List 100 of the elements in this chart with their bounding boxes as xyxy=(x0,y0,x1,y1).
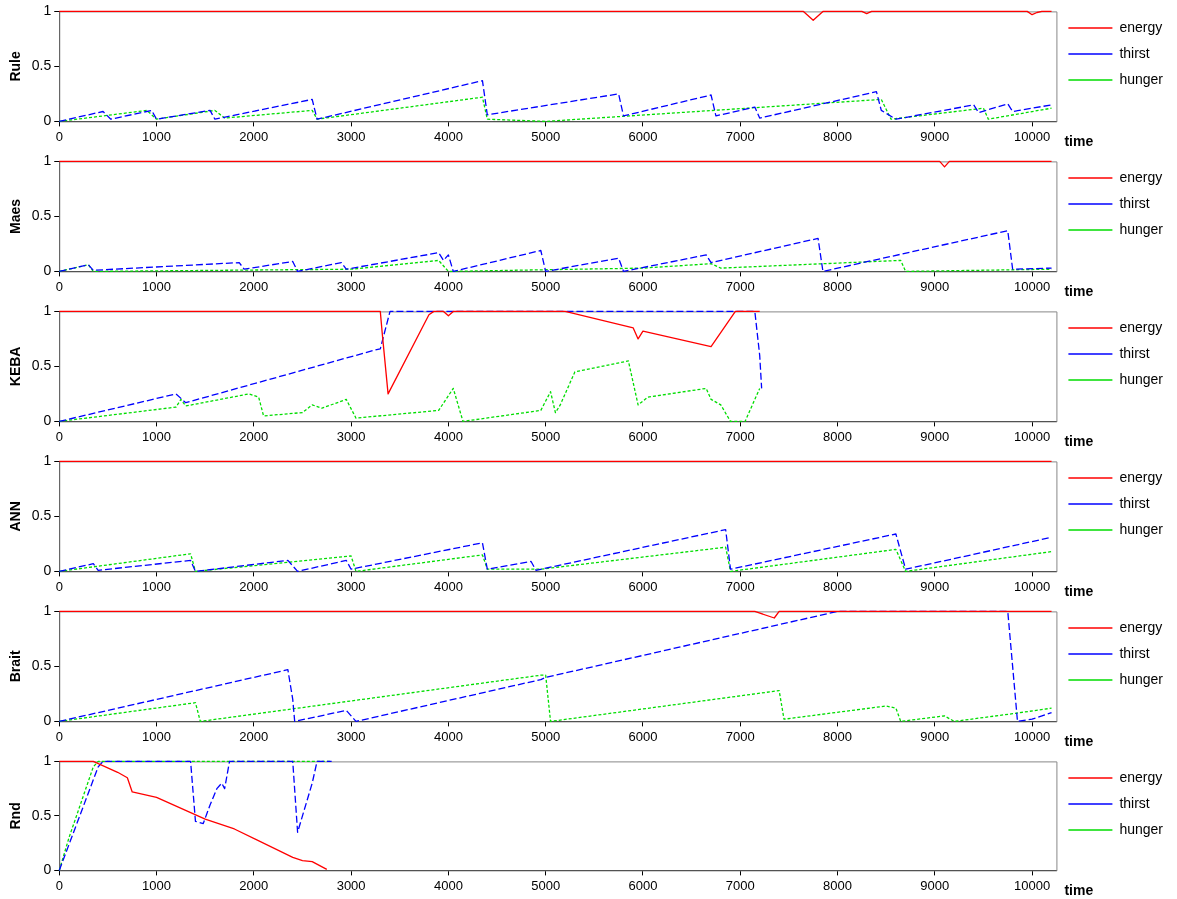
x-tick-label: 6000 xyxy=(628,278,658,294)
x-tick-label: 5000 xyxy=(531,278,561,294)
x-tick-label: 9000 xyxy=(920,428,950,444)
x-tick-label: 9000 xyxy=(920,728,950,744)
x-tick-label: 1000 xyxy=(142,278,172,294)
x-tick-label: 6000 xyxy=(628,578,658,594)
legend-label: hunger xyxy=(1119,520,1164,537)
legend-label: thirst xyxy=(1119,344,1150,361)
x-tick-label: 10000 xyxy=(1014,278,1051,294)
x-tick-label: 8000 xyxy=(823,128,852,144)
y-tick-label: 0.5 xyxy=(31,207,52,224)
x-tick-label: 10000 xyxy=(1014,128,1051,144)
x-tick-label: 8000 xyxy=(823,728,852,744)
y-axis-title: Maes xyxy=(7,198,24,234)
x-tick-label: 7000 xyxy=(725,578,755,594)
x-tick-label: 6000 xyxy=(628,128,658,144)
legend-label: hunger xyxy=(1119,670,1164,687)
x-tick-label: 7000 xyxy=(725,428,755,444)
x-tick-label: 9000 xyxy=(920,128,950,144)
y-tick-label: 1 xyxy=(43,752,52,769)
x-axis-title: time xyxy=(1064,133,1094,150)
x-tick-label: 7000 xyxy=(725,278,755,294)
x-tick-label: 10000 xyxy=(1014,877,1051,893)
x-tick-label: 9000 xyxy=(920,877,950,893)
legend-label: energy xyxy=(1119,168,1163,185)
y-tick-label: 0.5 xyxy=(31,57,52,74)
legend-label: hunger xyxy=(1119,370,1164,387)
x-tick-label: 4000 xyxy=(433,728,463,744)
x-tick-label: 3000 xyxy=(336,278,366,294)
legend-label: hunger xyxy=(1119,70,1164,87)
x-tick-label: 4000 xyxy=(433,428,463,444)
x-tick-label: 10000 xyxy=(1014,728,1051,744)
x-tick-label: 0 xyxy=(55,578,63,594)
x-tick-label: 7000 xyxy=(725,128,755,144)
legend-label: energy xyxy=(1119,18,1163,35)
x-tick-label: 2000 xyxy=(239,128,269,144)
y-tick-label: 0 xyxy=(43,412,52,429)
x-tick-label: 1000 xyxy=(142,877,172,893)
x-tick-label: 7000 xyxy=(725,728,755,744)
x-axis-title: time xyxy=(1064,433,1094,450)
x-tick-label: 1000 xyxy=(142,728,172,744)
line-series xyxy=(58,230,1053,273)
y-tick-label: 0 xyxy=(43,861,52,878)
x-tick-label: 6000 xyxy=(628,877,658,893)
x-tick-label: 0 xyxy=(55,128,63,144)
x-tick-label: 3000 xyxy=(336,578,366,594)
x-tick-label: 4000 xyxy=(433,278,463,294)
x-tick-label: 3000 xyxy=(336,877,366,893)
legend-label: thirst xyxy=(1119,494,1150,511)
line-series xyxy=(58,80,1053,123)
x-tick-label: 1000 xyxy=(142,428,172,444)
x-tick-label: 2000 xyxy=(239,877,269,893)
x-tick-label: 0 xyxy=(55,278,63,294)
y-tick-label: 1 xyxy=(43,452,52,469)
x-tick-label: 5000 xyxy=(531,578,561,594)
y-tick-label: 1 xyxy=(43,152,52,169)
y-axis-title: Rule xyxy=(7,51,24,82)
x-tick-label: 2000 xyxy=(239,278,269,294)
x-tick-label: 1000 xyxy=(142,578,172,594)
x-tick-label: 2000 xyxy=(239,728,269,744)
legend-label: thirst xyxy=(1119,644,1150,661)
x-tick-label: 0 xyxy=(55,877,63,893)
x-tick-label: 5000 xyxy=(531,128,561,144)
y-tick-label: 1 xyxy=(43,302,52,319)
x-tick-label: 7000 xyxy=(725,877,755,893)
y-tick-label: 0 xyxy=(43,112,52,129)
x-tick-label: 5000 xyxy=(531,728,561,744)
x-tick-label: 8000 xyxy=(823,428,852,444)
legend-label: energy xyxy=(1119,318,1163,335)
x-tick-label: 6000 xyxy=(628,728,658,744)
x-tick-label: 10000 xyxy=(1014,578,1051,594)
y-tick-label: 0 xyxy=(43,262,52,279)
x-tick-label: 2000 xyxy=(239,578,269,594)
x-axis-title: time xyxy=(1064,283,1094,300)
x-tick-label: 5000 xyxy=(531,877,561,893)
legend-label: energy xyxy=(1119,618,1163,635)
legend-label: hunger xyxy=(1119,820,1164,837)
legend-label: thirst xyxy=(1119,794,1150,811)
y-axis-title: Rnd xyxy=(7,802,24,830)
y-tick-label: 0.5 xyxy=(31,507,52,524)
y-axis-title: ANN xyxy=(7,501,24,532)
x-tick-label: 2000 xyxy=(239,428,269,444)
y-axis-title: KEBA xyxy=(7,346,24,387)
y-tick-label: 0.5 xyxy=(31,657,52,674)
x-axis-title: time xyxy=(1064,583,1094,600)
x-tick-label: 3000 xyxy=(336,428,366,444)
x-tick-label: 9000 xyxy=(920,578,950,594)
x-tick-label: 3000 xyxy=(336,128,366,144)
x-tick-label: 4000 xyxy=(433,128,463,144)
x-tick-label: 0 xyxy=(55,428,63,444)
x-axis-title: time xyxy=(1064,733,1094,750)
y-tick-label: 0 xyxy=(43,562,52,579)
x-tick-label: 8000 xyxy=(823,278,852,294)
y-tick-label: 1 xyxy=(43,2,52,19)
x-tick-label: 6000 xyxy=(628,428,658,444)
legend-label: energy xyxy=(1119,468,1163,485)
legend-label: thirst xyxy=(1119,194,1150,211)
x-tick-label: 9000 xyxy=(920,278,950,294)
legend-label: hunger xyxy=(1119,220,1164,237)
y-axis-title: Brait xyxy=(7,650,24,683)
